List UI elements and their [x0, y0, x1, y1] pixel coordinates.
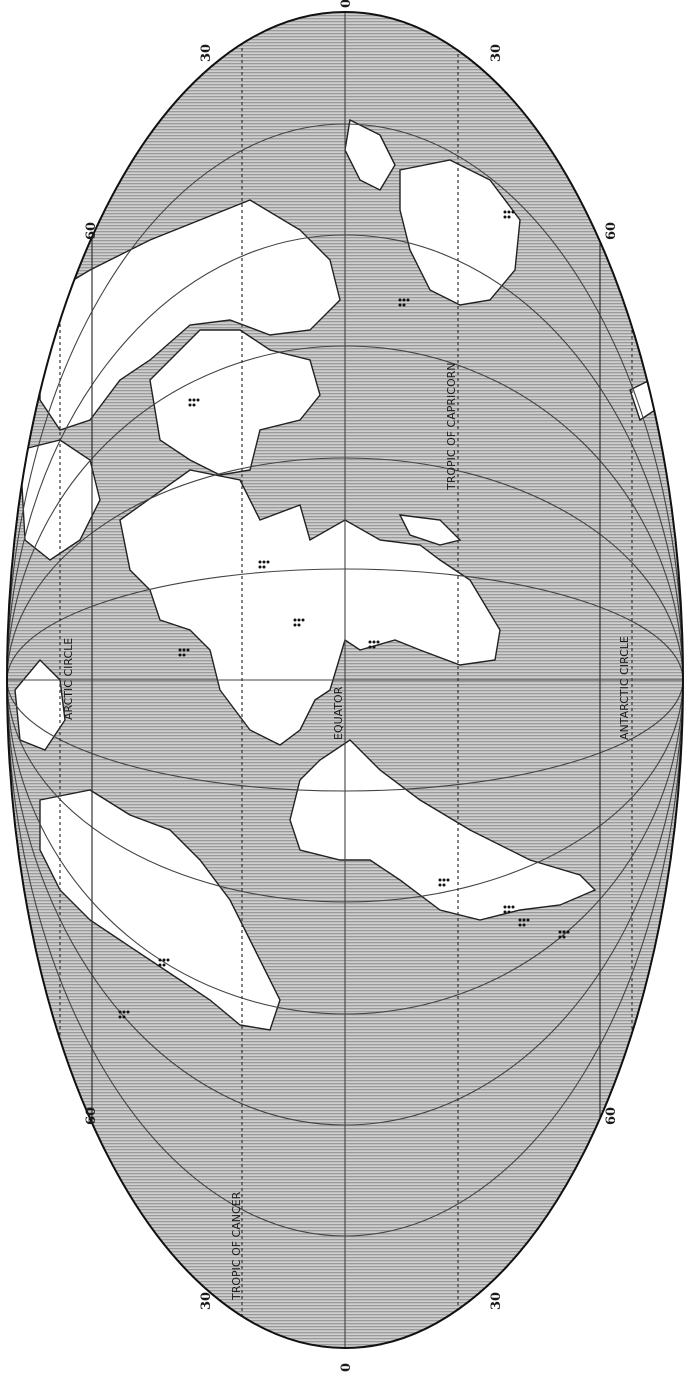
map-dot [126, 1010, 130, 1014]
map-dot [182, 653, 186, 657]
map-dot [192, 398, 196, 402]
degree-top-center: 0 [339, 0, 354, 8]
degree-upper-left: 60 [84, 222, 99, 240]
degree-lower-left: 60 [84, 1107, 99, 1125]
map-dot [188, 398, 192, 402]
dot-markers [118, 210, 570, 1019]
map-dot [558, 930, 562, 934]
map-dot [118, 1015, 122, 1019]
map-dot [178, 648, 182, 652]
map-dot [446, 878, 450, 882]
degree-bottom-left: 30 [199, 1292, 214, 1310]
landmasses [14, 118, 656, 1031]
map-dot [507, 215, 511, 219]
land-south-america [289, 739, 597, 921]
map-dot [507, 210, 511, 214]
map-dot [262, 560, 266, 564]
map-dot [297, 618, 301, 622]
map-dot [122, 1015, 126, 1019]
label-arctic-circle: ARCTIC CIRCLE [62, 638, 75, 720]
land-africa-europe [119, 469, 501, 746]
degree-top-right: 30 [489, 44, 504, 62]
degree-labels: 0 30 30 60 60 60 60 30 30 0 [84, 0, 619, 1372]
label-antarctic-circle: ANTARCTIC CIRCLE [618, 636, 631, 740]
map-dot [368, 640, 372, 644]
map-dot [398, 298, 402, 302]
map-dot [192, 403, 196, 407]
map-dot [522, 918, 526, 922]
map-dot [118, 1010, 122, 1014]
map-dot [368, 645, 372, 649]
map-dot [376, 640, 380, 644]
map-dot [182, 648, 186, 652]
map-dot [158, 958, 162, 962]
land-north-america [39, 789, 281, 1031]
land-madagascar [398, 514, 462, 546]
map-dot [301, 618, 305, 622]
land-asia-main [39, 199, 341, 431]
map-dot [562, 935, 566, 939]
map-dot [166, 958, 170, 962]
map-dot [503, 905, 507, 909]
map-dot [372, 645, 376, 649]
map-dot [196, 398, 200, 402]
degree-top-left: 30 [199, 44, 214, 62]
map-dot [262, 565, 266, 569]
label-tropic-of-cancer: TROPIC OF CANCER [230, 1191, 243, 1301]
map-dot [442, 883, 446, 887]
map-dot [511, 210, 515, 214]
globe-outline [6, 11, 684, 1349]
map-dot [402, 303, 406, 307]
map-dot [507, 905, 511, 909]
label-tropic-of-capricorn: TROPIC OF CAPRICORN [445, 363, 458, 492]
map-dot [438, 878, 442, 882]
map-labels: ARCTIC CIRCLE TROPIC OF CANCER EQUATOR T… [62, 363, 631, 1302]
map-dot [406, 298, 410, 302]
map-dot [162, 963, 166, 967]
map-dot [178, 653, 182, 657]
map-dot [438, 883, 442, 887]
map-dot [398, 303, 402, 307]
map-dot [402, 298, 406, 302]
map-dot [122, 1010, 126, 1014]
map-dot [518, 918, 522, 922]
map-dot [511, 905, 515, 909]
map-dot [293, 618, 297, 622]
map-dot [162, 958, 166, 962]
map-dot [503, 215, 507, 219]
degree-lower-right: 60 [604, 1107, 619, 1125]
map-dot [372, 640, 376, 644]
map-dot [507, 910, 511, 914]
land-asia-south [149, 329, 321, 476]
map-dot [188, 403, 192, 407]
map-dot [442, 878, 446, 882]
degree-upper-right: 60 [604, 222, 619, 240]
map-dot [562, 930, 566, 934]
map-dot [266, 560, 270, 564]
map-dot [258, 560, 262, 564]
map-dot [503, 910, 507, 914]
label-equator: EQUATOR [332, 686, 345, 740]
map-dot [558, 935, 562, 939]
map-dot [522, 923, 526, 927]
map-dot [566, 930, 570, 934]
map-dot [186, 648, 190, 652]
map-dot [158, 963, 162, 967]
map-dot [526, 918, 530, 922]
degree-bottom-right: 30 [489, 1292, 504, 1310]
degree-bottom-center: 0 [339, 1363, 354, 1372]
map-dot [503, 210, 507, 214]
map-dot [518, 923, 522, 927]
map-dot [258, 565, 262, 569]
map-dot [293, 623, 297, 627]
map-dot [297, 623, 301, 627]
land-australia [399, 159, 521, 306]
